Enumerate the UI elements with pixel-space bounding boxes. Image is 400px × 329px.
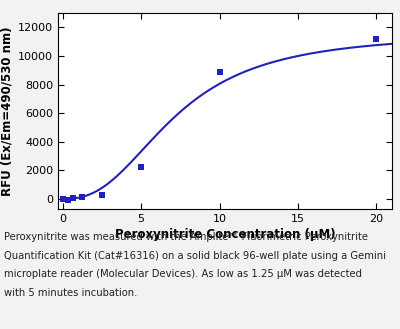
Text: microplate reader (Molecular Devices). As low as 1.25 μM was detected: microplate reader (Molecular Devices). A… [4, 269, 362, 279]
Point [64, 197, 71, 202]
Point [99, 192, 105, 197]
X-axis label: Peroxynitrite Concentration (μM): Peroxynitrite Concentration (μM) [115, 228, 335, 241]
Point [138, 165, 144, 170]
Point [60, 196, 66, 202]
Point [373, 36, 380, 41]
Text: with 5 minutes incubation.: with 5 minutes incubation. [4, 288, 137, 298]
Point [216, 69, 223, 74]
Point [69, 195, 76, 201]
Point [79, 195, 86, 200]
Text: Peroxynitrite was measured with the Amplite™ Fluorimetric Peroxynitrite: Peroxynitrite was measured with the Ampl… [4, 232, 368, 242]
Text: Quantification Kit (Cat#16316) on a solid black 96-well plate using a Gemini: Quantification Kit (Cat#16316) on a soli… [4, 251, 386, 261]
Y-axis label: RFU (Ex/Em=490/530 nm): RFU (Ex/Em=490/530 nm) [1, 26, 14, 196]
